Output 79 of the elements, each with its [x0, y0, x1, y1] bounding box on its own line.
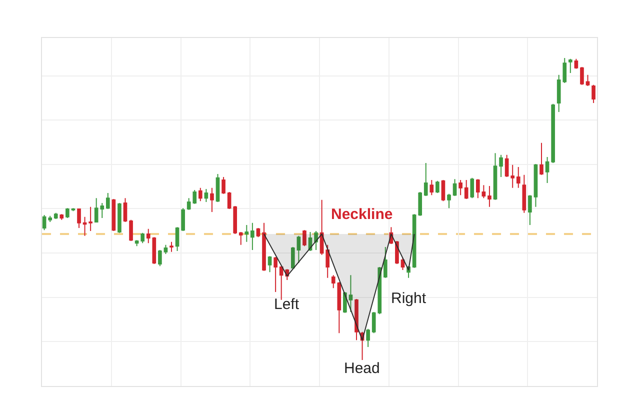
candlestick	[314, 230, 318, 251]
candlestick	[77, 208, 81, 229]
candlestick	[586, 74, 590, 87]
candlestick	[574, 58, 578, 70]
candlestick	[504, 154, 509, 178]
candlestick	[383, 246, 388, 278]
candlestick	[343, 292, 347, 314]
candlestick	[112, 198, 116, 232]
candlestick	[424, 162, 428, 196]
candlestick	[476, 178, 480, 199]
candlestick	[366, 328, 370, 348]
candlestick	[222, 176, 226, 194]
candlestick	[540, 142, 544, 176]
candlestick	[464, 179, 468, 200]
candlestick	[227, 192, 232, 210]
candlestick	[326, 244, 330, 278]
candlestick	[290, 246, 295, 270]
candlestick	[238, 231, 243, 246]
candlestick	[522, 174, 526, 214]
candlestick	[296, 235, 301, 264]
candlestick	[274, 256, 278, 293]
candlestick	[244, 224, 249, 242]
candlestick	[436, 180, 440, 194]
candlestick	[447, 193, 451, 209]
candlestick	[430, 179, 434, 196]
candlestick	[134, 240, 139, 247]
candlestick	[118, 202, 122, 234]
candlestick	[510, 164, 515, 188]
candlestick	[320, 199, 324, 256]
candlestick	[210, 187, 214, 212]
candlestick	[129, 219, 133, 242]
candlestick	[354, 298, 358, 341]
candlestick	[482, 184, 486, 199]
candlestick	[268, 256, 272, 273]
candlestick	[551, 103, 555, 164]
candlestick	[262, 222, 266, 272]
candlestick	[66, 208, 70, 219]
candlestick	[568, 58, 572, 74]
candlestick	[534, 163, 538, 208]
candlestick	[302, 230, 306, 247]
candlestick	[488, 186, 492, 208]
candlestick	[42, 214, 46, 231]
candlestick	[48, 215, 52, 222]
candlestick	[175, 226, 180, 252]
annotation: Left	[274, 296, 300, 313]
candlestick	[580, 66, 584, 86]
candlestick	[158, 250, 162, 267]
candlestick	[441, 179, 446, 202]
candlestick	[106, 192, 110, 210]
candlestick	[170, 241, 174, 252]
candlestick	[256, 228, 260, 238]
candlestick	[181, 208, 185, 232]
candlestick	[71, 208, 76, 212]
candlestick	[140, 232, 145, 244]
candlestick	[348, 274, 353, 312]
candlestick	[123, 198, 128, 222]
candlestick	[54, 212, 58, 220]
candlestick	[164, 244, 168, 254]
ref-line-label: Neckline	[331, 206, 393, 223]
candlestick	[493, 152, 498, 200]
candlestick	[250, 222, 254, 251]
candlestick	[418, 192, 422, 216]
candlestick	[60, 214, 64, 220]
candlestick	[528, 194, 532, 226]
candlestick	[198, 187, 202, 202]
candlestick	[545, 156, 550, 184]
annotation: Head	[344, 360, 380, 377]
annotation: Right	[391, 290, 427, 307]
candlestick	[458, 179, 462, 196]
candlestick	[88, 206, 92, 232]
candlestick	[516, 166, 520, 188]
candlestick	[470, 177, 474, 199]
candlestick	[592, 84, 596, 104]
candlestick	[499, 154, 503, 178]
candlestick	[82, 216, 87, 236]
candlestick	[233, 205, 238, 235]
candlestick	[216, 173, 220, 203]
candlestick	[452, 178, 457, 196]
candlestick	[204, 188, 208, 203]
